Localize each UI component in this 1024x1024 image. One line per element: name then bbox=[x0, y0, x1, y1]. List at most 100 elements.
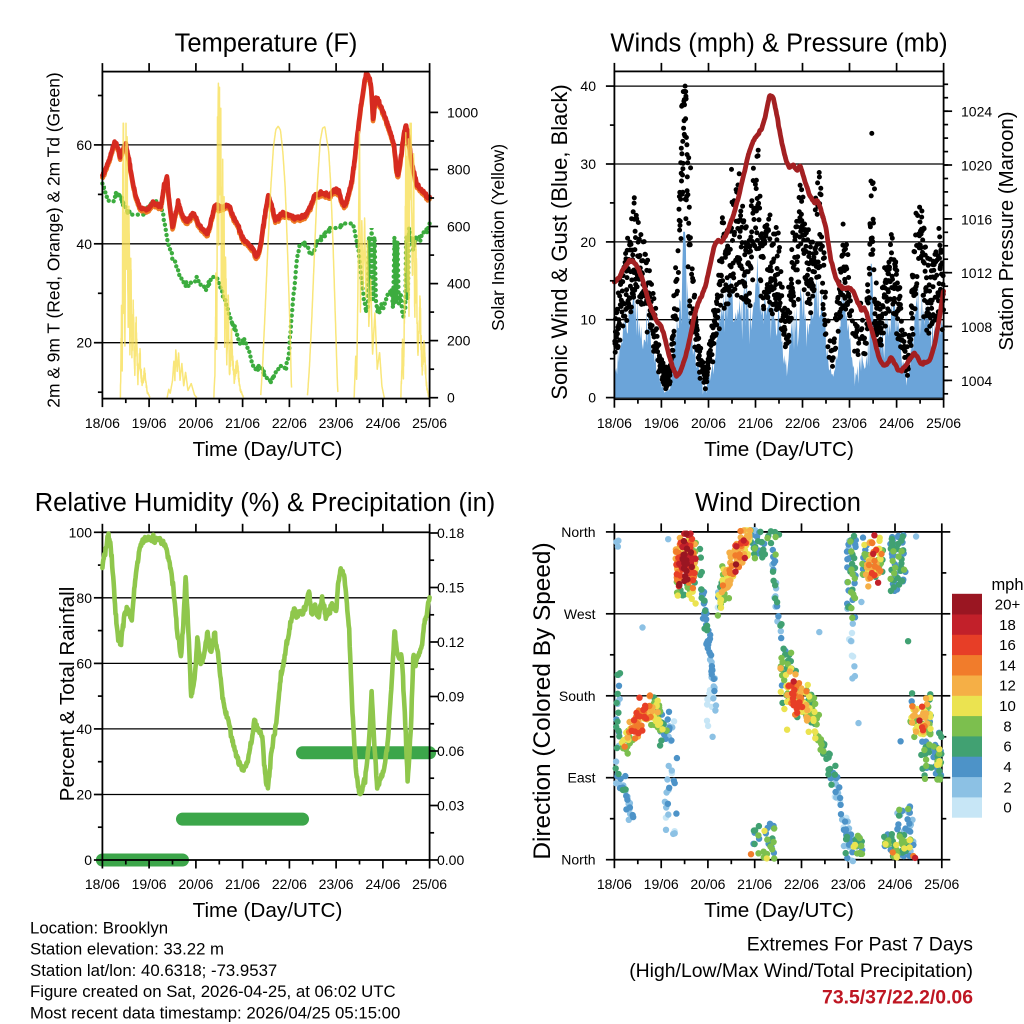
svg-text:16: 16 bbox=[999, 637, 1016, 654]
svg-text:30: 30 bbox=[580, 156, 596, 172]
svg-text:24/06: 24/06 bbox=[365, 415, 400, 431]
svg-text:Station elevation: 33.22 m: Station elevation: 33.22 m bbox=[30, 940, 224, 959]
svg-text:Winds (mph) & Pressure (mb): Winds (mph) & Pressure (mb) bbox=[610, 29, 947, 57]
svg-text:1004: 1004 bbox=[961, 373, 992, 389]
svg-text:0.18: 0.18 bbox=[437, 525, 464, 541]
svg-text:18/06: 18/06 bbox=[597, 876, 632, 892]
svg-text:20/06: 20/06 bbox=[690, 876, 725, 892]
svg-text:Station Pressure (Maroon): Station Pressure (Maroon) bbox=[996, 111, 1018, 350]
svg-text:0.00: 0.00 bbox=[437, 852, 464, 868]
svg-text:10: 10 bbox=[999, 698, 1016, 715]
svg-text:1008: 1008 bbox=[961, 319, 992, 335]
svg-text:(High/Low/Max Wind/Total Preci: (High/Low/Max Wind/Total Precipitation) bbox=[629, 960, 973, 982]
svg-text:22/06: 22/06 bbox=[785, 415, 820, 431]
svg-text:Location: Brooklyn: Location: Brooklyn bbox=[30, 919, 168, 938]
svg-text:Wind Direction: Wind Direction bbox=[695, 489, 861, 517]
svg-text:80: 80 bbox=[76, 590, 92, 606]
svg-text:0.15: 0.15 bbox=[437, 580, 464, 596]
svg-text:8: 8 bbox=[1003, 718, 1011, 735]
svg-text:South: South bbox=[559, 688, 596, 704]
svg-text:800: 800 bbox=[447, 162, 471, 178]
svg-text:60: 60 bbox=[76, 655, 92, 671]
svg-text:19/06: 19/06 bbox=[644, 415, 679, 431]
svg-text:North: North bbox=[561, 852, 595, 868]
svg-text:0.06: 0.06 bbox=[437, 743, 464, 759]
svg-text:21/06: 21/06 bbox=[738, 415, 773, 431]
svg-text:Relative Humidity (%) & Precip: Relative Humidity (%) & Precipitation (i… bbox=[35, 489, 496, 517]
svg-text:Extremes For Past 7 Days: Extremes For Past 7 Days bbox=[747, 934, 973, 956]
svg-text:Time (Day/UTC): Time (Day/UTC) bbox=[704, 899, 854, 922]
svg-text:1000: 1000 bbox=[447, 104, 478, 120]
svg-text:West: West bbox=[564, 606, 596, 622]
svg-text:20/06: 20/06 bbox=[691, 415, 726, 431]
svg-text:24/06: 24/06 bbox=[365, 876, 400, 892]
svg-text:25/06: 25/06 bbox=[412, 876, 447, 892]
svg-text:6: 6 bbox=[1003, 739, 1011, 756]
svg-text:Solar Insolation (Yellow): Solar Insolation (Yellow) bbox=[488, 144, 508, 331]
svg-text:20: 20 bbox=[76, 335, 92, 351]
svg-text:19/06: 19/06 bbox=[644, 876, 679, 892]
svg-text:23/06: 23/06 bbox=[319, 415, 354, 431]
svg-text:East: East bbox=[567, 770, 595, 786]
svg-text:22/06: 22/06 bbox=[272, 876, 307, 892]
svg-text:23/06: 23/06 bbox=[319, 876, 354, 892]
svg-text:20: 20 bbox=[76, 787, 92, 803]
svg-text:Station lat/lon: 40.6318; -73.: Station lat/lon: 40.6318; -73.9537 bbox=[30, 961, 277, 980]
svg-text:20/06: 20/06 bbox=[178, 876, 213, 892]
svg-text:18: 18 bbox=[999, 617, 1016, 634]
svg-text:Most recent data timestamp: 20: Most recent data timestamp: 2026/04/25 0… bbox=[30, 1003, 400, 1022]
svg-text:600: 600 bbox=[447, 219, 471, 235]
svg-text:18/06: 18/06 bbox=[85, 876, 120, 892]
svg-text:18/06: 18/06 bbox=[85, 415, 120, 431]
svg-text:200: 200 bbox=[447, 333, 471, 349]
svg-text:Sonic Wind & Gust (Blue, Black: Sonic Wind & Gust (Blue, Black) bbox=[547, 84, 572, 399]
svg-text:0: 0 bbox=[1003, 800, 1011, 817]
svg-text:25/06: 25/06 bbox=[924, 876, 959, 892]
svg-text:10: 10 bbox=[580, 312, 596, 328]
svg-text:24/06: 24/06 bbox=[877, 876, 912, 892]
svg-text:0.12: 0.12 bbox=[437, 634, 464, 650]
svg-text:0: 0 bbox=[84, 852, 92, 868]
svg-text:25/06: 25/06 bbox=[926, 415, 961, 431]
svg-text:40: 40 bbox=[76, 236, 92, 252]
svg-text:mph: mph bbox=[991, 576, 1023, 594]
svg-text:12: 12 bbox=[999, 678, 1016, 695]
svg-text:18/06: 18/06 bbox=[597, 415, 632, 431]
svg-text:19/06: 19/06 bbox=[132, 876, 167, 892]
svg-text:21/06: 21/06 bbox=[225, 876, 260, 892]
svg-text:Time (Day/UTC): Time (Day/UTC) bbox=[193, 899, 343, 922]
svg-text:2m & 9m T (Red, Orange) & 2m T: 2m & 9m T (Red, Orange) & 2m Td (Green) bbox=[44, 72, 64, 407]
svg-text:20+: 20+ bbox=[995, 597, 1021, 614]
svg-text:73.5/37/22.2/0.06: 73.5/37/22.2/0.06 bbox=[822, 987, 973, 1009]
svg-text:22/06: 22/06 bbox=[272, 415, 307, 431]
svg-text:Percent & Total Rainfall: Percent & Total Rainfall bbox=[56, 587, 79, 802]
svg-text:14: 14 bbox=[999, 657, 1016, 674]
svg-text:20/06: 20/06 bbox=[178, 415, 213, 431]
svg-text:19/06: 19/06 bbox=[132, 415, 167, 431]
svg-text:100: 100 bbox=[69, 524, 93, 540]
svg-text:Time (Day/UTC): Time (Day/UTC) bbox=[193, 438, 343, 461]
svg-text:40: 40 bbox=[580, 78, 596, 94]
svg-text:0: 0 bbox=[447, 390, 455, 406]
svg-text:Time (Day/UTC): Time (Day/UTC) bbox=[704, 438, 854, 461]
svg-text:25/06: 25/06 bbox=[412, 415, 447, 431]
svg-text:400: 400 bbox=[447, 276, 471, 292]
svg-text:Figure created on Sat, 2026-04: Figure created on Sat, 2026-04-25, at 06… bbox=[30, 982, 396, 1001]
svg-text:0.09: 0.09 bbox=[437, 689, 464, 705]
svg-text:24/06: 24/06 bbox=[879, 415, 914, 431]
svg-text:1020: 1020 bbox=[961, 158, 992, 174]
svg-text:4: 4 bbox=[1003, 759, 1011, 776]
svg-text:22/06: 22/06 bbox=[784, 876, 819, 892]
svg-text:1024: 1024 bbox=[961, 104, 992, 120]
svg-text:Temperature (F): Temperature (F) bbox=[175, 29, 358, 57]
svg-text:23/06: 23/06 bbox=[832, 415, 867, 431]
svg-text:20: 20 bbox=[580, 234, 596, 250]
svg-text:Direction (Colored By Speed): Direction (Colored By Speed) bbox=[529, 542, 556, 859]
svg-text:40: 40 bbox=[76, 721, 92, 737]
svg-text:1012: 1012 bbox=[961, 265, 992, 281]
svg-text:60: 60 bbox=[76, 137, 92, 153]
svg-text:2: 2 bbox=[1003, 779, 1011, 796]
svg-text:23/06: 23/06 bbox=[831, 876, 866, 892]
svg-text:21/06: 21/06 bbox=[225, 415, 260, 431]
svg-text:North: North bbox=[561, 524, 595, 540]
